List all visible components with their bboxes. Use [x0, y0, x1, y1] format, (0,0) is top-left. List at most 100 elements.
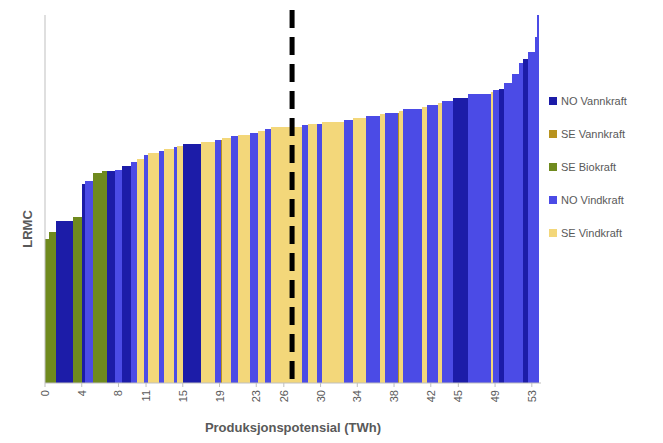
x-tick-label: 15	[177, 390, 189, 402]
bar	[148, 153, 159, 383]
bar	[523, 59, 529, 383]
bar	[131, 162, 137, 383]
legend-swatch	[549, 130, 557, 138]
bar	[399, 111, 404, 383]
bar	[85, 181, 92, 383]
x-tick	[182, 383, 183, 387]
bar	[438, 103, 442, 383]
bar	[528, 52, 535, 383]
x-axis	[45, 383, 541, 384]
bar	[353, 118, 367, 383]
x-tick	[430, 383, 431, 387]
reference-line	[290, 10, 295, 387]
x-tick	[357, 383, 358, 387]
bar	[250, 133, 258, 383]
bar	[427, 105, 438, 383]
x-tick-label: 26	[278, 390, 290, 402]
legend-label: NO Vannkraft	[561, 95, 627, 107]
x-tick-label: 34	[351, 390, 363, 402]
bar	[344, 120, 353, 383]
x-tick	[320, 383, 321, 387]
legend-label: SE Biokraft	[561, 161, 616, 173]
x-tick-label: 53	[526, 390, 538, 402]
bar	[512, 74, 519, 383]
x-tick-label: 49	[489, 390, 501, 402]
bar	[177, 146, 183, 383]
bar	[442, 101, 453, 383]
legend-label: SE Vindkraft	[561, 227, 622, 239]
bar	[238, 135, 250, 383]
bar	[122, 166, 131, 383]
bar	[493, 90, 499, 383]
x-tick-label: 8	[112, 390, 124, 396]
bar	[49, 232, 56, 383]
x-tick-label: 0	[39, 390, 51, 396]
x-tick	[256, 383, 257, 387]
bar	[535, 37, 537, 383]
bar	[164, 149, 173, 383]
bar	[231, 136, 238, 383]
bar	[137, 159, 144, 383]
x-tick	[219, 383, 220, 387]
x-tick-label: 45	[452, 390, 464, 402]
x-tick-label: 42	[425, 390, 437, 402]
bar	[380, 114, 385, 383]
bar	[317, 124, 323, 383]
bar	[144, 155, 148, 383]
bar	[302, 125, 308, 383]
bar	[491, 92, 493, 383]
bar	[56, 221, 73, 383]
legend-swatch	[549, 229, 557, 237]
bar	[215, 140, 221, 383]
bar	[366, 116, 380, 383]
bar	[403, 109, 421, 383]
x-tick-label: 4	[76, 390, 88, 396]
bar	[73, 217, 82, 383]
legend-label: SE Vannkraft	[561, 128, 625, 140]
x-tick	[81, 383, 82, 387]
x-tick-label: 19	[214, 390, 226, 402]
x-tick	[146, 383, 147, 387]
x-tick-label: 11	[140, 390, 152, 401]
x-tick	[458, 383, 459, 387]
bar	[308, 124, 317, 383]
y-axis-label: LRMC	[20, 210, 35, 248]
chart: 0 4 8 11 15 19 23 26 30 34 38 42 45 49 53 Produksjonspo…	[0, 0, 663, 443]
bar	[45, 239, 49, 383]
bar	[499, 89, 505, 383]
bar	[107, 171, 114, 383]
legend-swatch	[549, 97, 557, 105]
bar	[422, 107, 428, 383]
x-tick	[495, 383, 496, 387]
legend-label: NO Vindkraft	[561, 194, 624, 206]
bar	[159, 151, 165, 383]
bar	[271, 127, 302, 383]
x-tick	[394, 383, 395, 387]
bar	[258, 131, 265, 383]
bar	[183, 144, 201, 383]
bar	[504, 83, 511, 383]
bar	[82, 184, 86, 383]
x-tick	[45, 383, 46, 387]
x-tick-label: 38	[388, 390, 400, 402]
bar	[468, 94, 492, 383]
bar	[102, 171, 108, 383]
x-tick-label: 30	[315, 390, 327, 402]
bar	[385, 113, 398, 383]
bar	[115, 170, 122, 383]
bar	[222, 138, 230, 383]
legend-swatch	[549, 196, 557, 204]
bar	[322, 122, 343, 383]
y-axis	[45, 15, 46, 383]
bar	[93, 173, 102, 383]
x-tick	[283, 383, 284, 387]
bar	[519, 63, 523, 383]
bar	[537, 15, 539, 383]
legend-swatch	[549, 163, 557, 171]
x-tick-label: 23	[250, 390, 262, 402]
x-tick	[118, 383, 119, 387]
x-axis-label: Produksjonspotensial (TWh)	[205, 420, 381, 435]
bar	[201, 142, 215, 383]
bar	[453, 98, 468, 383]
bar	[174, 147, 178, 383]
